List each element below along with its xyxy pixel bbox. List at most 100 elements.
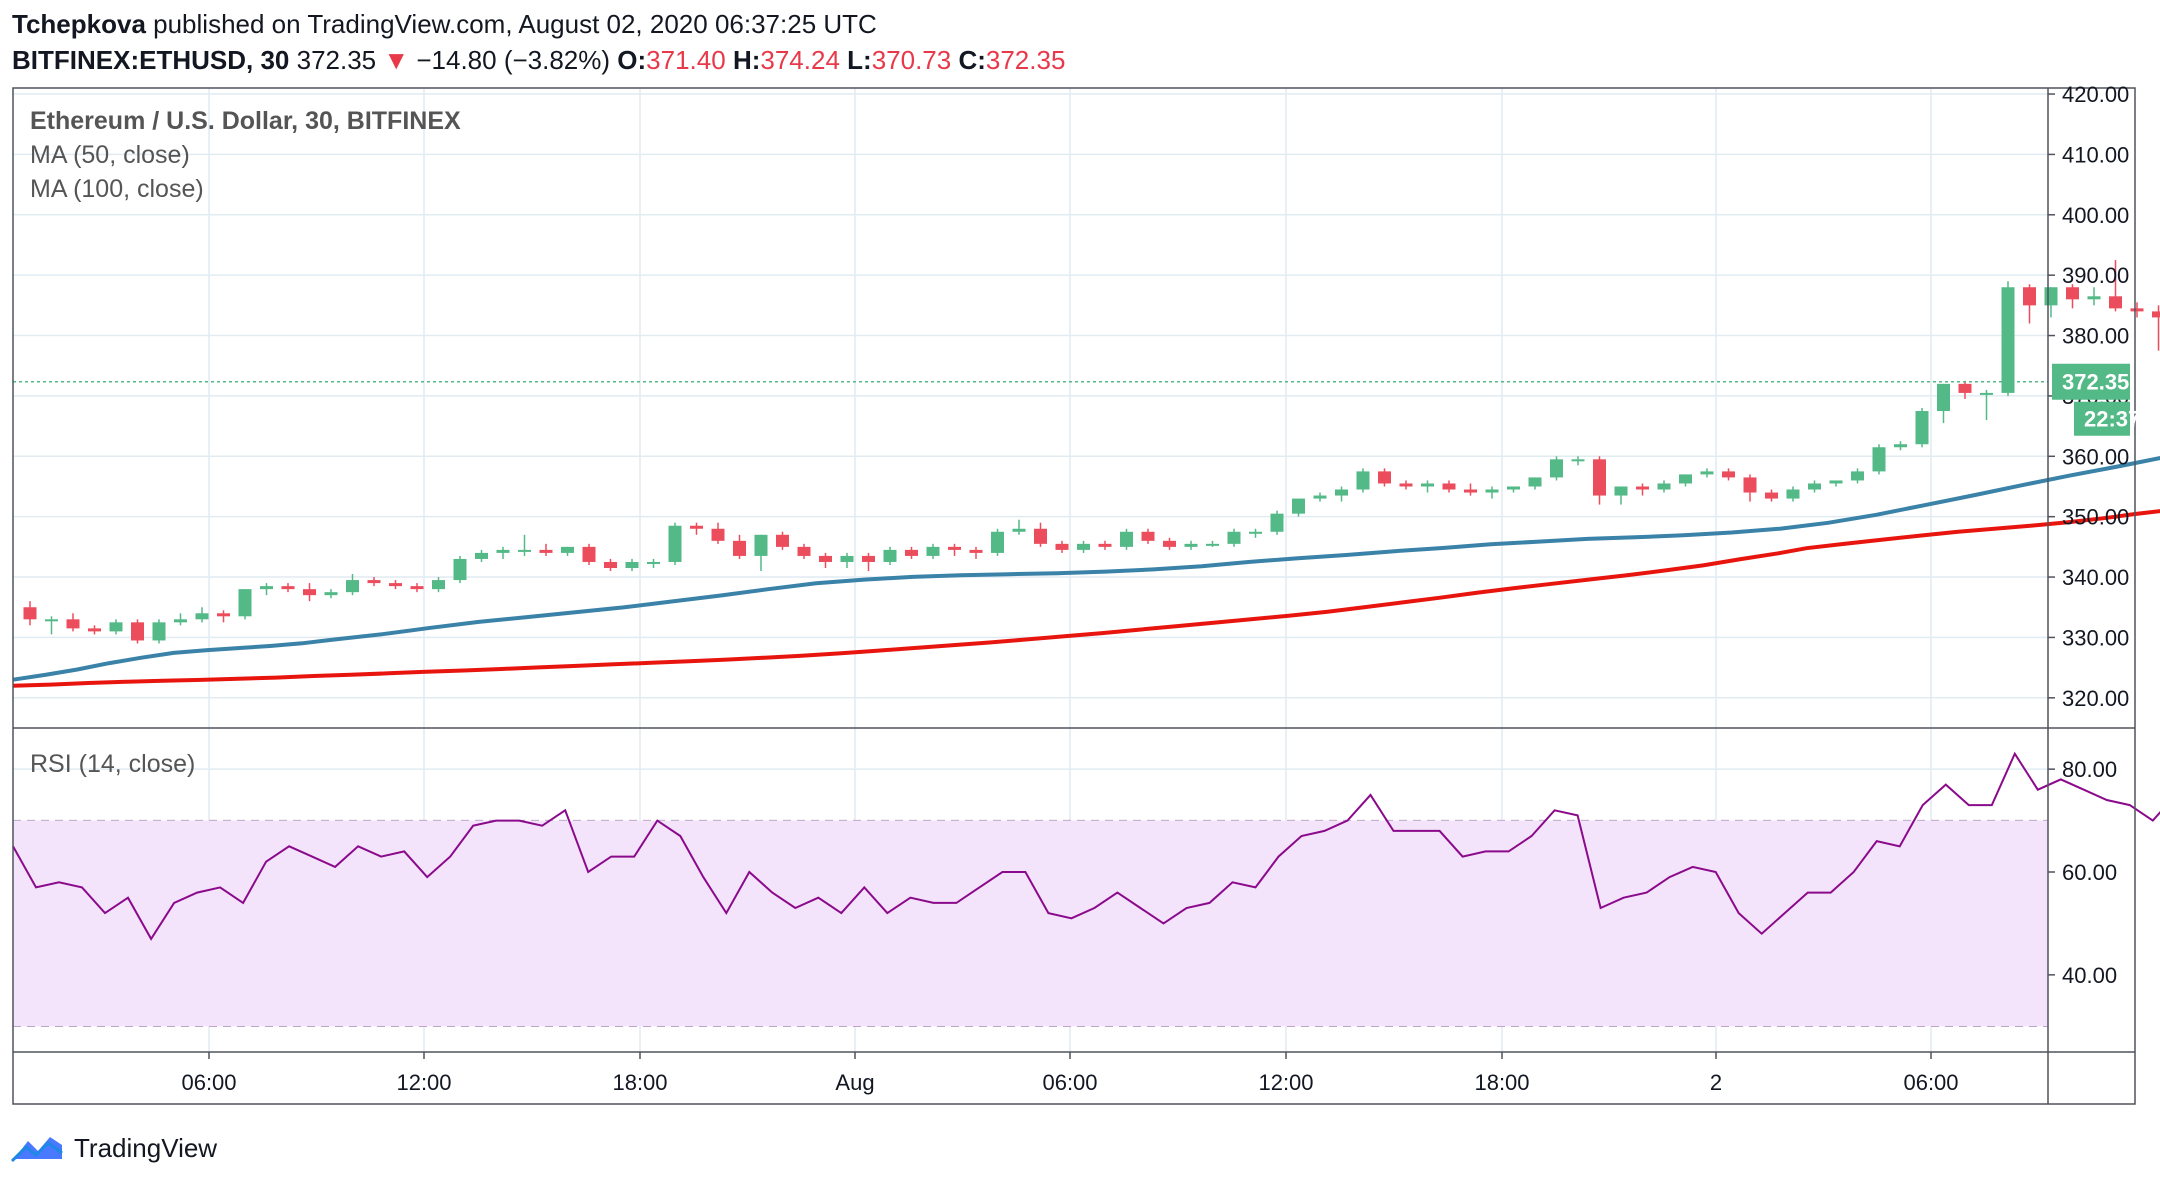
- candle-body: [1679, 474, 1692, 484]
- candle-body: [1442, 483, 1456, 490]
- candle-body: [45, 619, 58, 622]
- high-value: 374.24: [760, 45, 840, 75]
- candle-body: [797, 546, 811, 556]
- candle-body: [217, 613, 230, 617]
- candle-body: [2087, 296, 2101, 300]
- y-tick-label: 420.00: [2062, 82, 2129, 107]
- candle-body: [1098, 543, 1112, 547]
- ma100-path: [12, 509, 2160, 688]
- x-tick-label: 06:00: [181, 1070, 236, 1095]
- candle-body: [1614, 486, 1628, 496]
- candle-body: [23, 607, 37, 620]
- legend-title: Ethereum / U.S. Dollar, 30, BITFINEX: [30, 107, 461, 135]
- x-tick-label: 06:00: [1903, 1070, 1958, 1095]
- chart-header: Tchepkova published on TradingView.com, …: [12, 6, 1065, 78]
- candle-body: [1636, 486, 1649, 490]
- candle-body: [561, 546, 574, 553]
- candle-body: [1012, 528, 1026, 532]
- candle-body: [389, 583, 402, 587]
- candle-body: [1507, 486, 1520, 490]
- candle-body: [776, 534, 789, 547]
- candle-body: [2130, 308, 2144, 312]
- candle-body: [1915, 411, 1929, 445]
- symbol-label: BITFINEX:ETHUSD, 30: [12, 45, 290, 75]
- open-label: O:: [617, 45, 647, 75]
- candle-body: [410, 586, 424, 590]
- ma50-line: [12, 456, 2160, 682]
- candle-body: [1356, 471, 1370, 490]
- y-tick-label: 390.00: [2062, 263, 2129, 288]
- outer-frame: [12, 87, 2136, 1105]
- candle-body: [475, 552, 488, 559]
- close-label: C:: [958, 45, 986, 75]
- ma100-line: [12, 509, 2160, 688]
- candle-body: [1657, 483, 1671, 490]
- y-tick-label: 360.00: [2062, 444, 2129, 469]
- low-value: 370.73: [871, 45, 952, 75]
- candle-body: [238, 589, 252, 617]
- x-tick-label: 12:00: [1258, 1070, 1313, 1095]
- x-tick-label: Aug: [835, 1070, 874, 1095]
- y-tick-label: 380.00: [2062, 324, 2129, 349]
- candle-body: [668, 525, 682, 562]
- candle-body: [2001, 287, 2015, 393]
- candle-body: [1335, 489, 1348, 496]
- footer-brand[interactable]: TradingView: [74, 1132, 218, 1163]
- x-tick-label: 06:00: [1042, 1070, 1097, 1095]
- candle-body: [647, 561, 660, 564]
- candle-body: [1227, 531, 1241, 544]
- candle-body: [346, 580, 359, 593]
- last-price-badge-label: 372.35: [2062, 370, 2129, 395]
- y-tick-label: 320.00: [2062, 686, 2129, 711]
- low-label: L:: [847, 45, 872, 75]
- candle-body: [1872, 447, 1886, 472]
- publish-info: Tchepkova published on TradingView.com, …: [12, 6, 1065, 42]
- footer: TradingView: [10, 1128, 217, 1168]
- published-text: published on TradingView.com, August 02,…: [153, 9, 877, 39]
- candle-body: [1184, 543, 1198, 547]
- candle-body: [131, 622, 144, 641]
- close-value: 372.35: [985, 45, 1066, 75]
- candle-body: [862, 555, 875, 562]
- rsi-tick-label: 40.00: [2062, 963, 2117, 988]
- author-name[interactable]: Tchepkova: [12, 9, 146, 39]
- legend-ma50: MA (50, close): [30, 141, 190, 169]
- high-label: H:: [732, 45, 761, 75]
- rsi-tick-label: 60.00: [2062, 860, 2117, 885]
- candle-body: [1206, 543, 1219, 546]
- legend-ma100: MA (100, close): [30, 175, 204, 203]
- candle-body: [711, 528, 725, 541]
- candle-body: [2109, 296, 2122, 309]
- candle-body: [1141, 531, 1155, 541]
- candle-body: [1550, 459, 1563, 478]
- candle-body: [1786, 489, 1800, 499]
- chart-frame: [12, 87, 2136, 1105]
- candle-body: [1378, 471, 1391, 484]
- candle-body: [1700, 471, 1714, 475]
- candle-body: [2023, 287, 2036, 306]
- y-tick-label: 400.00: [2062, 203, 2129, 228]
- candle-body: [690, 525, 703, 529]
- candle-body: [1055, 543, 1069, 550]
- candle-body: [1894, 444, 1907, 448]
- candle-body: [969, 549, 983, 553]
- candle-body: [1958, 383, 1972, 393]
- candle-body: [2044, 287, 2058, 306]
- last-price-badge: [2052, 363, 2130, 400]
- candle-body: [109, 622, 123, 632]
- candle-body: [840, 555, 854, 562]
- candle-body: [432, 580, 445, 590]
- rsi-tick-label: 80.00: [2062, 757, 2117, 782]
- candle-body: [1421, 483, 1434, 487]
- candle-body: [260, 586, 273, 590]
- tradingview-logo-icon: [10, 1137, 63, 1163]
- candle-body: [582, 546, 596, 562]
- candle-body: [195, 613, 209, 620]
- candle-body: [1722, 471, 1735, 478]
- rsi-band: [13, 820, 2048, 1027]
- candle-body: [883, 549, 897, 562]
- candle-body: [1313, 495, 1327, 499]
- last-price: 372.35: [296, 45, 377, 75]
- candle-body: [174, 619, 187, 623]
